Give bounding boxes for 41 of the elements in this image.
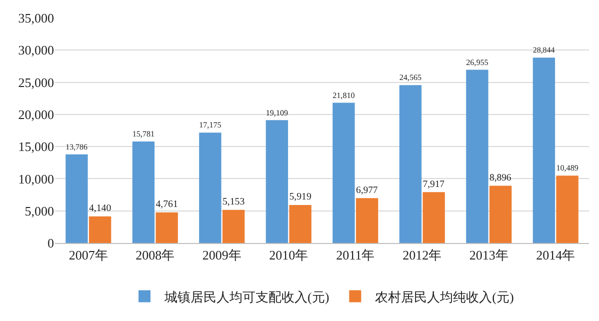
data-label: 4,761	[156, 199, 178, 210]
bar	[356, 198, 378, 243]
bar	[532, 58, 556, 243]
y-tick-label: 25,000	[18, 74, 54, 90]
x-tick-label: 2007年	[68, 248, 108, 263]
bar	[222, 210, 245, 243]
y-tick-label: 35,000	[18, 10, 54, 26]
bar	[399, 85, 422, 243]
data-label: 7,917	[422, 178, 445, 190]
bar	[422, 192, 445, 243]
data-label: 4,140	[88, 203, 112, 214]
bar	[88, 216, 112, 243]
bar	[466, 70, 488, 243]
bar	[556, 176, 578, 243]
y-tick-label: 10,000	[18, 171, 54, 186]
y-tick-label: 30,000	[18, 42, 54, 58]
x-tick-label: 2011年	[336, 248, 375, 263]
x-tick-label: 2013年	[469, 248, 508, 263]
bar	[66, 154, 88, 243]
bar	[156, 212, 178, 243]
bar	[489, 186, 512, 243]
data-label: 5,153	[222, 196, 245, 208]
bar	[289, 204, 312, 243]
x-tick-label: 2008年	[136, 248, 175, 263]
data-label: 5,919	[289, 192, 312, 203]
bar	[199, 132, 222, 243]
x-tick-label: 2012年	[402, 248, 442, 263]
x-tick-label: 2010年	[269, 248, 308, 263]
bar	[132, 142, 155, 243]
y-tick-label: 0	[48, 236, 54, 251]
y-tick-label: 5,000	[24, 203, 54, 218]
bar	[332, 102, 355, 243]
data-label: 8,896	[489, 172, 512, 184]
y-tick-label: 20,000	[18, 106, 54, 122]
data-label: 6,977	[356, 184, 378, 196]
legend-label: 农村居民人均纯收入(元)	[375, 289, 514, 304]
bar	[266, 120, 288, 243]
x-tick-label: 2009年	[202, 248, 242, 263]
y-tick-label: 15,000	[18, 139, 54, 154]
legend-label: 城镇居民人均可支配收入(元)	[164, 289, 330, 304]
x-tick-label: 2014年	[536, 248, 576, 263]
